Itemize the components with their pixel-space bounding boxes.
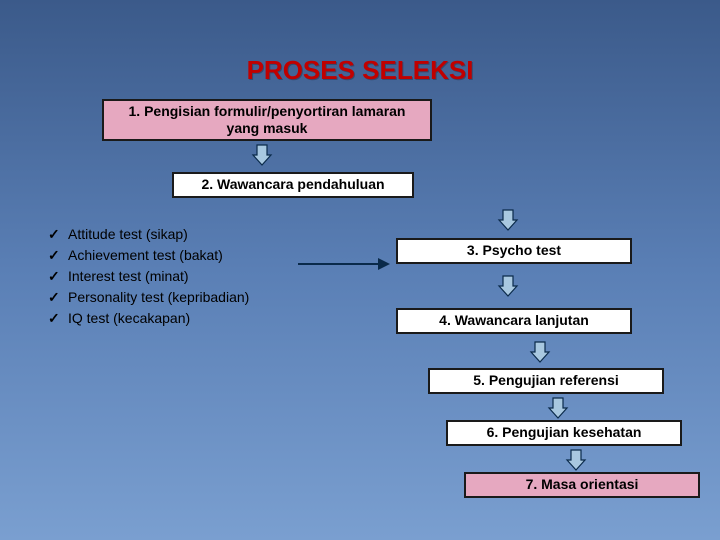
check-icon: ✓ — [48, 246, 68, 265]
check-icon: ✓ — [48, 288, 68, 307]
list-item: ✓ IQ test (kecakapan) — [48, 309, 298, 328]
list-item-label: Personality test (kepribadian) — [68, 288, 298, 307]
list-item: ✓ Interest test (minat) — [48, 267, 298, 286]
step-4-box: 4. Wawancara lanjutan — [396, 308, 632, 334]
step-1-box: 1. Pengisian formulir/penyortiran lamara… — [102, 99, 432, 141]
step-7-box: 7. Masa orientasi — [464, 472, 700, 498]
step-3-box: 3. Psycho test — [396, 238, 632, 264]
check-icon: ✓ — [48, 309, 68, 328]
list-item: ✓ Personality test (kepribadian) — [48, 288, 298, 307]
step-2-box: 2. Wawancara pendahuluan — [172, 172, 414, 198]
list-item: ✓ Achievement test (bakat) — [48, 246, 298, 265]
list-item-label: IQ test (kecakapan) — [68, 309, 298, 328]
check-icon: ✓ — [48, 267, 68, 286]
list-item-label: Attitude test (sikap) — [68, 225, 298, 244]
list-item-label: Interest test (minat) — [68, 267, 298, 286]
step-6-box: 6. Pengujian kesehatan — [446, 420, 682, 446]
step-5-box: 5. Pengujian referensi — [428, 368, 664, 394]
check-icon: ✓ — [48, 225, 68, 244]
slide-title: PROSES SELEKSI — [0, 55, 720, 86]
psycho-test-list: ✓ Attitude test (sikap) ✓ Achievement te… — [48, 225, 298, 329]
list-item: ✓ Attitude test (sikap) — [48, 225, 298, 244]
list-item-label: Achievement test (bakat) — [68, 246, 298, 265]
